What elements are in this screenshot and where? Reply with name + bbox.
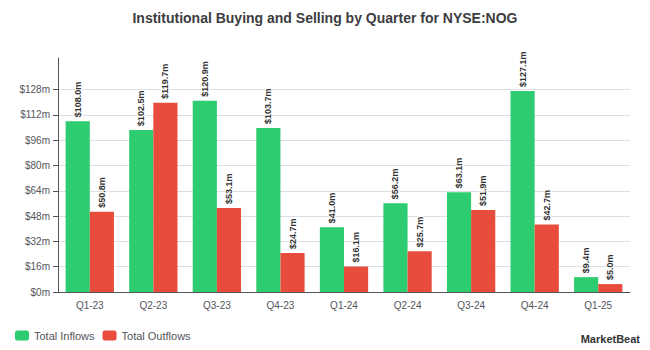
svg-text:$42.7m: $42.7m	[542, 190, 552, 221]
svg-text:Q1-24: Q1-24	[330, 300, 358, 311]
svg-text:MarketBeat: MarketBeat	[581, 333, 641, 345]
svg-text:$32m: $32m	[25, 236, 50, 247]
svg-text:Q2-24: Q2-24	[394, 300, 422, 311]
svg-text:Q2-23: Q2-23	[139, 300, 167, 311]
svg-text:$119.7m: $119.7m	[160, 64, 170, 99]
svg-text:$108.0m: $108.0m	[73, 82, 83, 118]
svg-text:$53.1m: $53.1m	[224, 174, 234, 205]
svg-text:Q3-24: Q3-24	[457, 300, 485, 311]
svg-text:$127.1m: $127.1m	[518, 52, 528, 88]
svg-text:$24.7m: $24.7m	[288, 218, 298, 249]
svg-text:$56.2m: $56.2m	[390, 169, 400, 200]
svg-text:$5.0m: $5.0m	[605, 255, 615, 281]
svg-text:$41.0m: $41.0m	[327, 193, 337, 224]
svg-text:$112m: $112m	[20, 109, 50, 120]
svg-text:$0m: $0m	[31, 287, 50, 298]
svg-text:Q1-25: Q1-25	[584, 300, 612, 311]
svg-text:Q4-24: Q4-24	[521, 300, 549, 311]
svg-text:Total Outflows: Total Outflows	[122, 330, 192, 342]
svg-text:$16.1m: $16.1m	[351, 232, 361, 263]
svg-text:$96m: $96m	[25, 135, 50, 146]
svg-text:$63.1m: $63.1m	[454, 158, 464, 189]
svg-text:$80m: $80m	[25, 160, 50, 171]
svg-text:$120.9m: $120.9m	[200, 61, 210, 97]
svg-text:$64m: $64m	[25, 185, 50, 196]
svg-text:$103.7m: $103.7m	[263, 89, 273, 125]
svg-text:Q1-23: Q1-23	[76, 300, 104, 311]
svg-text:$102.5m: $102.5m	[136, 90, 146, 126]
svg-text:$48m: $48m	[25, 211, 50, 222]
svg-text:Q4-23: Q4-23	[267, 300, 295, 311]
svg-text:$9.4m: $9.4m	[581, 248, 591, 274]
svg-text:$25.7m: $25.7m	[415, 217, 425, 248]
svg-text:Institutional Buying and Selli: Institutional Buying and Selling by Quar…	[132, 10, 517, 26]
svg-text:$128m: $128m	[19, 84, 50, 95]
svg-text:$16m: $16m	[25, 261, 50, 272]
svg-text:$50.8m: $50.8m	[97, 177, 107, 208]
svg-text:Q3-23: Q3-23	[203, 300, 231, 311]
svg-text:$51.9m: $51.9m	[478, 175, 488, 206]
svg-text:Total Inflows: Total Inflows	[34, 330, 95, 342]
